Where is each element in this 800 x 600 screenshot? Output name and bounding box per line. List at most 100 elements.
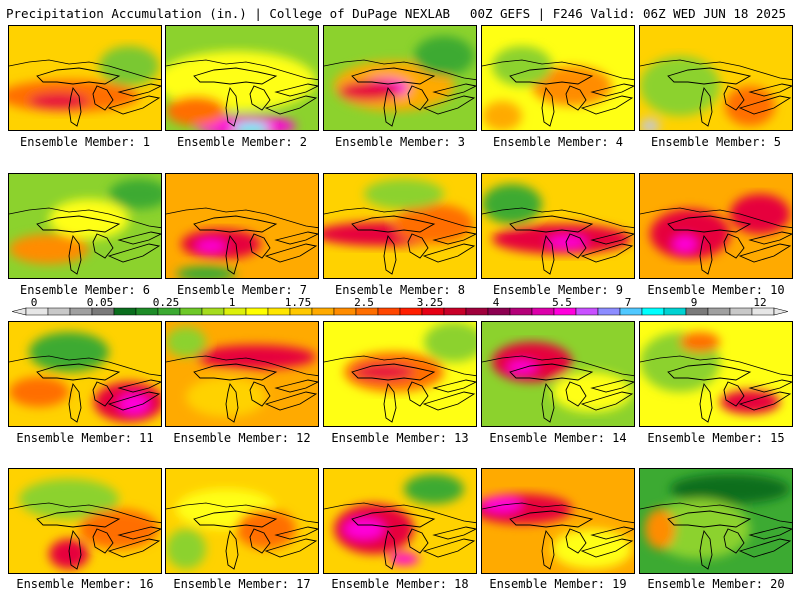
country-border [166, 502, 318, 524]
great-lake-outline [432, 526, 476, 540]
great-lake-outline [699, 529, 713, 570]
precip-blob [339, 81, 399, 101]
ensemble-member-map [481, 321, 635, 427]
colorbar-swatch [355, 307, 379, 316]
great-lake-outline [68, 382, 82, 423]
precip-blob [236, 509, 296, 549]
precip-blob [79, 509, 159, 549]
precip-blob [673, 236, 697, 252]
great-lake-outline [565, 85, 587, 111]
chart-title: Precipitation Accumulation (in.) | Colle… [6, 6, 451, 21]
precip-field-map [482, 469, 634, 573]
colorbar-swatch [663, 307, 687, 316]
great-lake-outline [383, 382, 397, 423]
precip-field-map [166, 469, 318, 573]
ensemble-member-label: Ensemble Member: 2 [176, 135, 308, 149]
ensemble-member-label: Ensemble Member: 12 [173, 431, 311, 445]
ensemble-member-map [481, 25, 635, 131]
great-lake-outline [541, 86, 555, 127]
country-border [482, 502, 634, 524]
ensemble-member-label: Ensemble Member: 7 [176, 283, 308, 297]
ensemble-member-label: Ensemble Member: 3 [334, 135, 466, 149]
great-lake-outline [36, 363, 121, 381]
ensemble-member-map [165, 173, 319, 279]
colorbar-swatch [91, 307, 115, 316]
colorbar-swatch [157, 307, 181, 316]
great-lake-outline [748, 231, 792, 245]
great-lake-outline [383, 529, 397, 570]
colorbar-swatch [311, 307, 335, 316]
precip-field-map [640, 469, 792, 573]
precip-field-map [482, 322, 634, 426]
great-lake-outline [351, 67, 436, 85]
colorbar-swatch [531, 307, 555, 316]
colorbar-swatch [47, 307, 71, 316]
precip-blob [414, 36, 474, 76]
precip-blob [354, 364, 414, 380]
great-lake-outline [738, 391, 792, 411]
precip-blob [99, 46, 159, 86]
precip-blob [492, 46, 552, 86]
colorbar-swatch [553, 307, 577, 316]
precip-blob [166, 529, 206, 569]
precip-blob [640, 56, 720, 116]
colorbar-min-arrow [12, 307, 27, 316]
precip-blob [482, 101, 522, 130]
precip-blob [547, 236, 587, 248]
colorbar-tick-label: 12 [753, 296, 766, 309]
precip-blob [233, 123, 269, 130]
precip-blob [344, 519, 384, 539]
great-lake-outline [117, 526, 161, 540]
precip-blob [29, 332, 109, 372]
precip-blob [680, 332, 720, 352]
country-border [166, 207, 318, 229]
great-lake-outline [748, 83, 792, 97]
great-lake-outline [509, 215, 594, 233]
colorbar-swatch [641, 307, 665, 316]
precip-blob [552, 529, 632, 569]
precip-blob [424, 322, 476, 362]
ensemble-member-map [639, 173, 793, 279]
ensemble-member-map [323, 173, 477, 279]
great-lake-outline [580, 391, 634, 411]
colorbar-swatch [179, 307, 203, 316]
great-lake-outline [68, 529, 82, 570]
country-border [166, 355, 318, 377]
ensemble-member-label: Ensemble Member: 18 [331, 577, 469, 591]
great-lake-outline [225, 382, 239, 423]
great-lake-outline [509, 363, 594, 381]
colorbar-swatch [289, 307, 313, 316]
great-lake-outline [36, 510, 121, 528]
precip-blob [196, 345, 316, 369]
precip-blob [19, 479, 119, 519]
precip-field-map [324, 322, 476, 426]
great-lake-outline [723, 528, 745, 554]
precip-blob [196, 116, 296, 130]
great-lake-outline [193, 363, 278, 381]
ensemble-member-map [165, 321, 319, 427]
ensemble-member-label: Ensemble Member: 10 [647, 283, 785, 297]
country-border [482, 59, 634, 81]
great-lake-outline [107, 243, 161, 263]
great-lake-outline [541, 382, 555, 423]
precip-blob [492, 342, 572, 382]
colorbar-swatch [333, 307, 357, 316]
great-lake-outline [580, 538, 634, 558]
great-lake-outline [92, 528, 114, 554]
ensemble-member-map [639, 321, 793, 427]
great-lake-outline [225, 86, 239, 127]
colorbar-swatch [751, 307, 775, 316]
great-lake-outline [748, 379, 792, 393]
precip-blob [9, 377, 69, 407]
colorbar-tick-label: 7 [625, 296, 632, 309]
precip-blob [650, 209, 730, 259]
great-lake-outline [748, 526, 792, 540]
great-lake-outline [264, 538, 318, 558]
great-lake-outline [699, 234, 713, 275]
ensemble-member-label: Ensemble Member: 16 [16, 577, 154, 591]
great-lake-outline [117, 379, 161, 393]
colorbar-tick-label: 0.25 [153, 296, 180, 309]
ensemble-member-map [481, 468, 635, 574]
colorbar-swatch [267, 307, 291, 316]
precip-blob [29, 93, 89, 109]
